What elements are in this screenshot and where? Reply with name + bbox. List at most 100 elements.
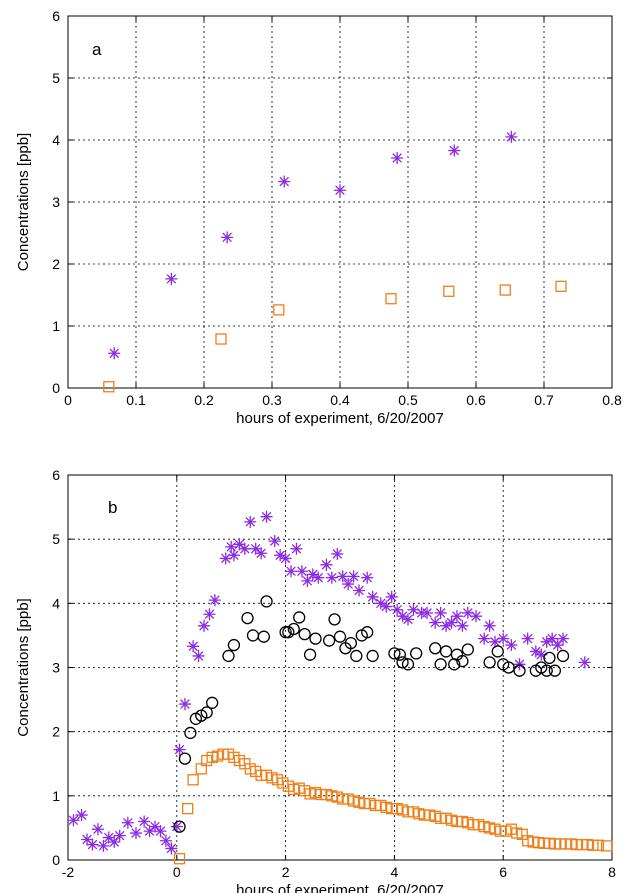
data-point-circle <box>396 656 409 669</box>
panel-label: b <box>108 498 117 517</box>
data-point-star <box>390 151 404 165</box>
y-tick-label: 1 <box>52 788 60 804</box>
data-point-star <box>102 831 115 844</box>
data-point-star <box>352 584 366 597</box>
data-point-circle <box>388 647 401 660</box>
data-point-star <box>456 619 469 632</box>
data-point-star <box>401 613 415 626</box>
data-point-circle <box>241 611 254 625</box>
y-axis-label: Concentrations [ppb] <box>15 133 32 271</box>
data-point-star <box>80 833 94 846</box>
data-point-star <box>445 616 458 629</box>
x-axis-label: hours of experiment, 6/20/2007 <box>236 882 444 893</box>
x-tick-label: 0 <box>173 864 181 880</box>
data-point-circle <box>333 630 347 643</box>
data-point-star <box>159 834 173 847</box>
data-point-circle <box>293 611 306 624</box>
data-point-star <box>108 347 121 360</box>
x-tick-label: 0.6 <box>466 392 486 408</box>
data-point-star <box>121 816 134 829</box>
data-point-star <box>450 610 464 623</box>
y-tick-label: 2 <box>52 724 60 740</box>
data-point-circle <box>556 649 570 663</box>
data-point-circle <box>260 595 273 608</box>
data-point-star <box>254 547 268 560</box>
data-point-square <box>592 839 605 851</box>
x-axis-label: hours of experiment, 6/20/2007 <box>236 410 444 427</box>
data-point-star <box>192 649 205 663</box>
x-tick-label: 0 <box>64 392 72 408</box>
data-point-star <box>173 743 186 756</box>
data-point-star <box>197 619 211 632</box>
data-point-circle <box>401 658 415 671</box>
data-point-circle <box>456 654 469 668</box>
y-tick-label: 6 <box>52 467 60 483</box>
data-point-circle <box>548 664 562 677</box>
data-point-star <box>186 640 200 653</box>
data-point-circle <box>429 642 442 655</box>
data-point-star <box>497 632 510 645</box>
y-tick-label: 0 <box>52 852 60 868</box>
panel-a: 0 0.1 0.2 0.3 0.4 0.5 0.6 0.7 0.8 0 1 2 3 4 5 6 hours of… <box>15 8 622 427</box>
data-point-circle <box>366 649 379 663</box>
data-point-star <box>361 571 374 584</box>
data-point-circle <box>393 648 406 661</box>
x-tick-label: 0.7 <box>534 392 554 408</box>
data-point-circle <box>461 643 474 656</box>
data-point-star <box>113 829 126 842</box>
data-point-star <box>249 542 262 555</box>
data-point-circle <box>543 651 556 665</box>
data-point-star <box>469 610 483 623</box>
data-point-circle <box>502 661 515 674</box>
x-tick-label: 0.3 <box>262 392 282 408</box>
data-point-star <box>154 824 167 838</box>
data-point-star <box>284 565 298 578</box>
y-tick-label: 0 <box>52 380 60 396</box>
y-tick-label: 4 <box>52 132 60 148</box>
data-point-star <box>143 824 156 838</box>
y-tick-label: 5 <box>52 531 60 547</box>
data-point-star <box>478 632 491 645</box>
x-tick-label: 0.4 <box>330 392 350 408</box>
data-point-star <box>380 600 393 613</box>
data-point-circle <box>178 752 192 765</box>
data-point-star <box>448 144 461 157</box>
data-point-star <box>75 808 88 822</box>
data-point-square <box>600 840 613 852</box>
data-point-circle <box>309 632 322 645</box>
x-tick-label: 0.1 <box>126 392 146 408</box>
data-point-star <box>260 510 273 523</box>
y-tick-label: 4 <box>52 595 60 611</box>
data-point-square <box>273 304 285 316</box>
data-point-square <box>215 333 227 345</box>
data-point-star <box>165 842 178 855</box>
data-point-star <box>203 608 216 621</box>
data-point-star <box>347 570 360 583</box>
data-point-star <box>290 542 303 555</box>
panel-label: a <box>92 40 102 59</box>
data-point-star <box>434 606 447 620</box>
data-point-square <box>555 280 567 292</box>
data-point-circle <box>227 638 241 652</box>
data-point-circle <box>483 656 496 669</box>
data-point-star <box>366 590 379 604</box>
data-point-circle <box>491 645 504 658</box>
x-tick-label: 0.5 <box>398 392 418 408</box>
data-point-circle <box>344 636 358 650</box>
data-point-star <box>521 632 534 645</box>
data-point-star <box>390 603 404 616</box>
data-point-star <box>325 571 338 584</box>
data-point-star <box>148 820 162 833</box>
data-point-star <box>331 547 344 561</box>
data-point-star <box>278 175 291 188</box>
data-point-circle <box>206 696 219 709</box>
data-point-square <box>499 284 511 296</box>
data-point-circle <box>434 658 447 671</box>
x-tick-label: 0.8 <box>602 392 622 408</box>
y-tick-label: 2 <box>52 256 60 272</box>
data-point-circle <box>322 634 336 647</box>
data-point-star <box>165 272 178 286</box>
data-point-star <box>268 534 281 548</box>
